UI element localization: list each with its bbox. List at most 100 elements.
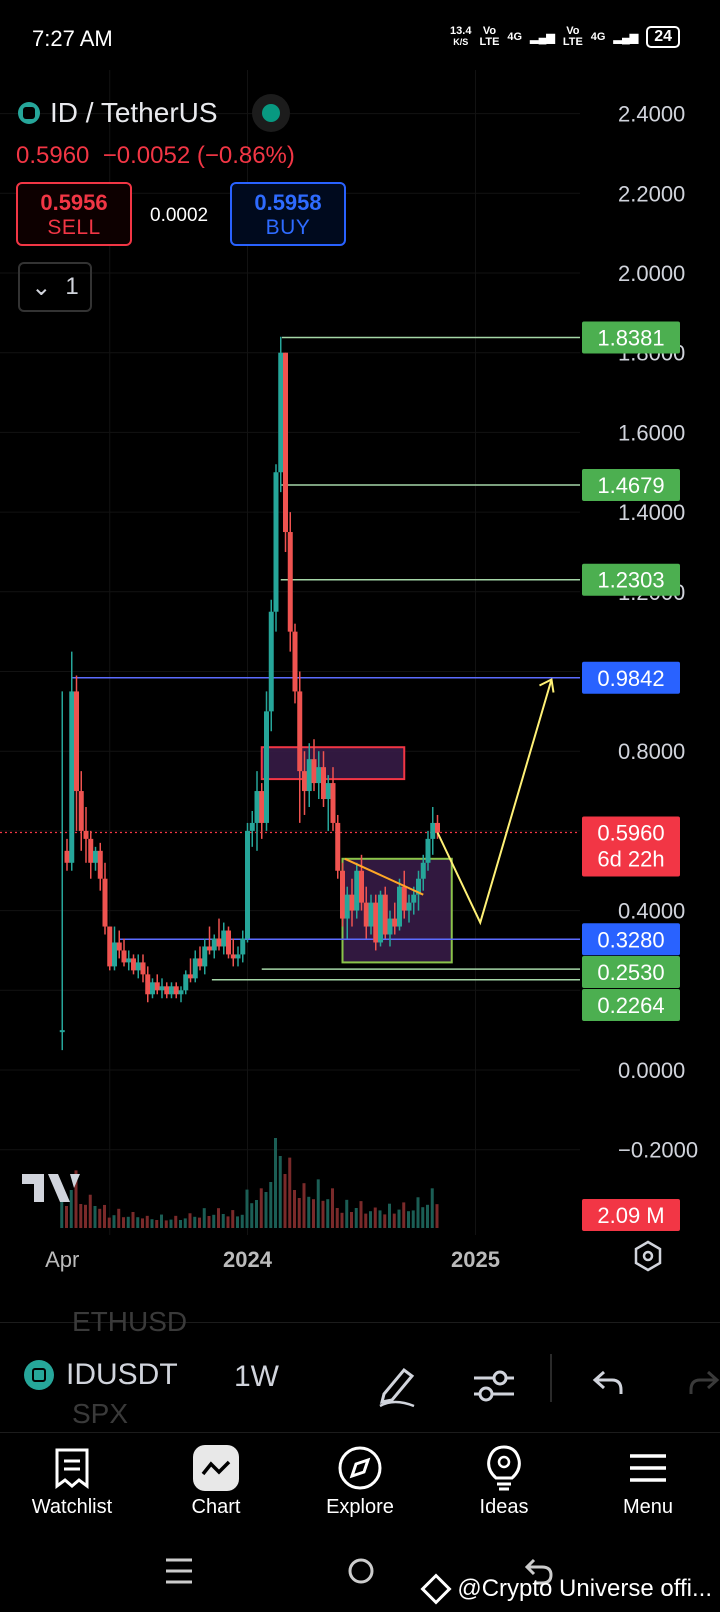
- price-change-row: 0.5960 −0.0052 (−0.86%): [16, 142, 295, 170]
- volume-bar: [198, 1217, 201, 1228]
- candle-body: [321, 767, 326, 800]
- candle-body: [254, 791, 260, 823]
- chart-settings-icon-center: [642, 1250, 654, 1262]
- back-icon[interactable]: [524, 1556, 554, 1586]
- spread-value: 0.0002: [150, 205, 209, 226]
- nav-explore[interactable]: Explore: [295, 1440, 425, 1519]
- price-tag: 0.2264: [597, 993, 664, 1018]
- candle-body: [273, 472, 279, 612]
- volume-bar: [236, 1216, 239, 1228]
- candle-body: [259, 791, 265, 823]
- lte-label-2: LTE: [562, 36, 583, 48]
- lightbulb-icon: [439, 1440, 569, 1496]
- volume-bar: [430, 1188, 434, 1228]
- volume-bar: [131, 1212, 135, 1228]
- nav-menu[interactable]: Menu: [583, 1440, 713, 1519]
- volume-bar: [212, 1214, 216, 1228]
- volume-bar: [136, 1217, 140, 1228]
- candle-body: [59, 1030, 65, 1033]
- lte-label-1: LTE: [479, 36, 500, 48]
- undo-icon[interactable]: [592, 1368, 624, 1398]
- candle-body: [368, 902, 374, 927]
- volume-bar: [217, 1208, 220, 1228]
- y-tick-label: 2.0000: [618, 261, 685, 286]
- candle-body: [397, 886, 402, 927]
- chart-settings-icon: [634, 1240, 662, 1272]
- volume-bar: [60, 1192, 64, 1228]
- toolbar-divider: [550, 1354, 552, 1402]
- draw-pencil-icon[interactable]: [374, 1362, 420, 1408]
- candle-body: [221, 930, 227, 947]
- interval-selector[interactable]: 1W: [234, 1360, 279, 1393]
- settings-sliders-icon[interactable]: [472, 1366, 516, 1406]
- volume-bar: [226, 1216, 230, 1228]
- volume-bar: [411, 1210, 415, 1228]
- nav-label: Ideas: [479, 1496, 529, 1518]
- nav-label: Watchlist: [31, 1496, 113, 1518]
- candle-body: [211, 938, 217, 951]
- volume-bar: [392, 1213, 396, 1228]
- sell-button[interactable]: 0.5956 SELL: [16, 182, 132, 246]
- symbol-selector[interactable]: IDUSDT: [24, 1358, 178, 1392]
- network-type-2: 4G: [590, 31, 606, 43]
- candle-body: [249, 822, 255, 831]
- symbol-header[interactable]: ID / TetherUS: [18, 94, 290, 132]
- vo-label-2: Vo: [566, 25, 580, 37]
- candle-body: [97, 850, 103, 879]
- volume-bar: [74, 1170, 78, 1228]
- candle-body: [240, 938, 246, 955]
- buy-button[interactable]: 0.5958 BUY: [230, 182, 346, 246]
- nav-watchlist[interactable]: Watchlist: [7, 1440, 137, 1519]
- price-tag: 0.3280: [597, 927, 664, 952]
- volume-bar: [179, 1220, 182, 1228]
- tradingview-logo-icon: [22, 1174, 80, 1202]
- compass-icon: [295, 1440, 425, 1496]
- candle-body: [159, 986, 165, 991]
- sell-price: 0.5956: [40, 190, 108, 215]
- candle-body: [64, 850, 70, 863]
- redo-icon[interactable]: [688, 1368, 720, 1398]
- price-chart[interactable]: 2.40002.20002.00001.80001.60001.40001.20…: [0, 70, 720, 1320]
- nav-chart[interactable]: Chart: [151, 1440, 281, 1519]
- buy-label: BUY: [265, 216, 311, 239]
- candle-body: [430, 822, 436, 839]
- status-icons: 13.4 K/S Vo LTE 4G ▂▄▆ Vo LTE 4G ▂▄▆ 24: [450, 26, 680, 48]
- volume-tag: 2.09 M: [597, 1203, 664, 1228]
- ghost-symbol-bottom: SPX: [72, 1398, 129, 1429]
- volume-bar: [107, 1217, 111, 1228]
- y-tick-label: −0.2000: [618, 1138, 698, 1163]
- volume-bar: [326, 1199, 330, 1228]
- volume-bar: [416, 1197, 420, 1228]
- candle-body: [235, 954, 241, 959]
- candle-body: [78, 791, 84, 831]
- price-tag-bg: [582, 321, 680, 354]
- price-tag-bg: [582, 469, 680, 502]
- market-status-icon[interactable]: [251, 94, 290, 132]
- volume-bar: [383, 1214, 387, 1228]
- candle-body: [373, 902, 379, 943]
- home-icon[interactable]: [346, 1556, 376, 1586]
- recent-apps-icon[interactable]: [164, 1556, 194, 1586]
- volume-bar: [98, 1208, 102, 1228]
- candle-body: [216, 938, 222, 947]
- volume-bar: [340, 1212, 344, 1228]
- price-change: −0.0052 (−0.86%): [102, 142, 295, 169]
- volume-bar: [150, 1219, 154, 1228]
- volte-2: Vo LTE: [563, 26, 583, 48]
- candle-body: [150, 982, 155, 995]
- volume-bar: [259, 1188, 263, 1228]
- candle-body: [349, 894, 355, 911]
- volume-bar: [79, 1204, 83, 1228]
- volume-bar: [207, 1216, 211, 1228]
- nav-ideas[interactable]: Ideas: [439, 1440, 569, 1519]
- indicators-toggle-button[interactable]: ⌄ 1: [18, 262, 92, 312]
- volume-bar: [88, 1194, 92, 1228]
- status-time: 7:27 AM: [32, 26, 113, 51]
- signal-icon-2: ▂▄▆: [613, 31, 639, 44]
- volume-bar: [117, 1208, 121, 1228]
- candle-body: [83, 830, 89, 839]
- y-tick-label: 2.2000: [618, 181, 685, 206]
- volume-bar: [421, 1207, 425, 1228]
- candle-body: [131, 958, 136, 971]
- volume-bar: [255, 1200, 258, 1228]
